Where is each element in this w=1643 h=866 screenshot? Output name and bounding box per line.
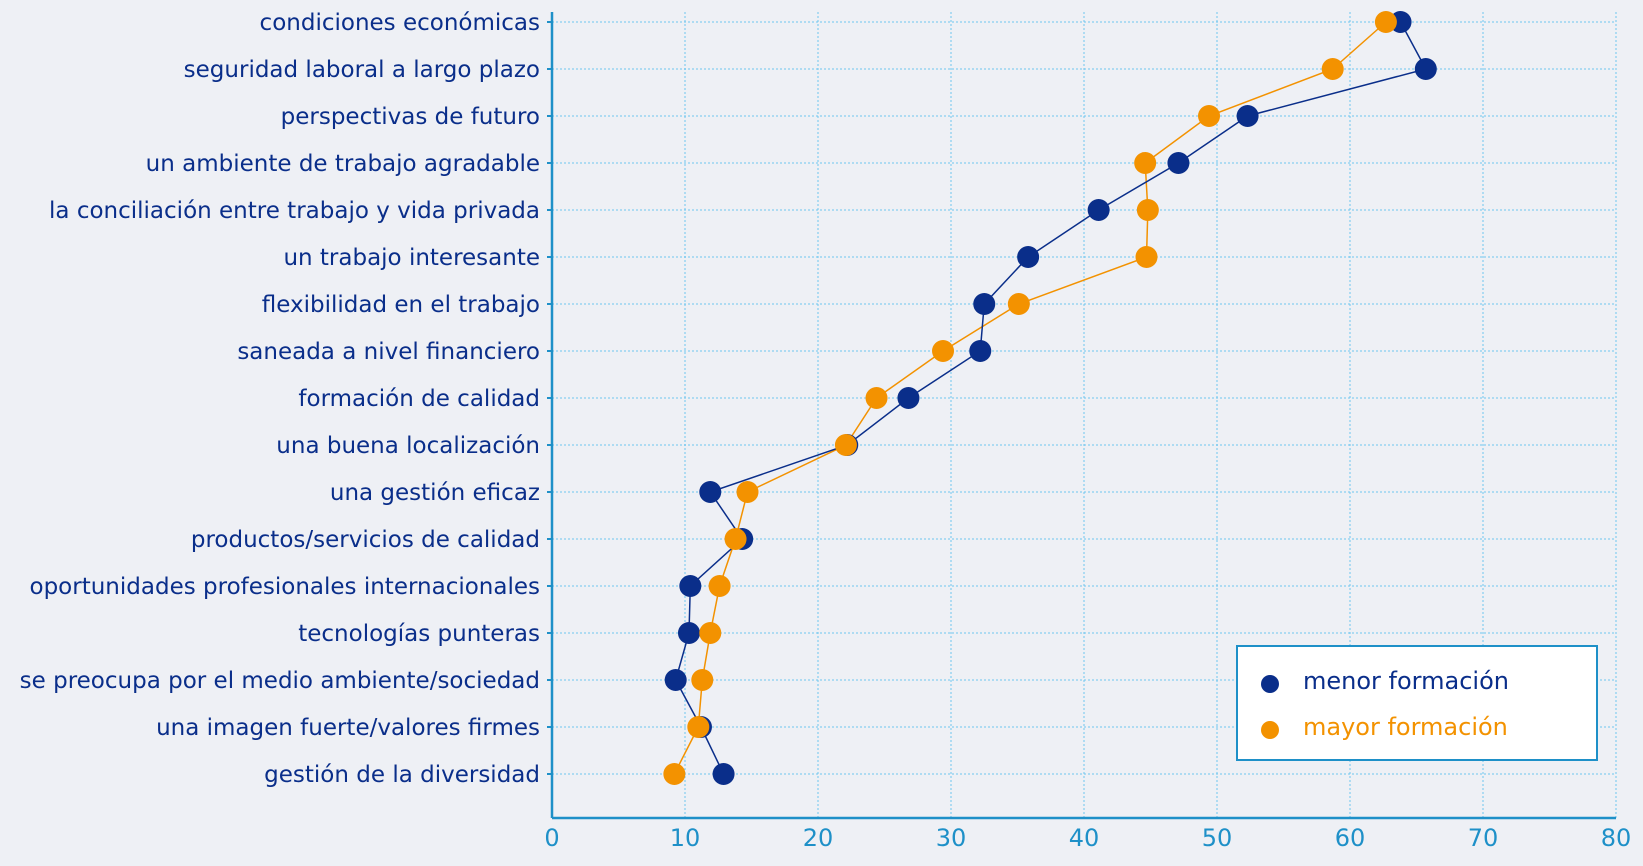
legend-marker: [1261, 721, 1279, 739]
x-tick-label: 70: [1468, 824, 1499, 852]
data-point-mayor: [699, 622, 722, 644]
category-label: saneada a nivel financiero: [237, 339, 540, 365]
x-tick-label: 40: [1069, 824, 1100, 852]
data-point-menor: [897, 387, 920, 409]
x-tick-label: 0: [544, 824, 559, 852]
category-label: productos/servicios de calidad: [191, 527, 540, 553]
data-point-menor: [699, 481, 722, 503]
data-point-menor: [1236, 105, 1259, 127]
category-label: la conciliación entre trabajo y vida pri…: [49, 198, 540, 224]
category-label: tecnologías punteras: [298, 621, 540, 647]
legend-label: mayor formación: [1303, 713, 1508, 741]
data-point-menor: [679, 575, 702, 597]
category-label: flexibilidad en el trabajo: [262, 292, 540, 318]
category-label: gestión de la diversidad: [264, 762, 540, 788]
data-point-mayor: [724, 528, 747, 550]
grid-layer: [552, 12, 1617, 818]
category-label: formación de calidad: [298, 386, 540, 412]
data-point-mayor: [736, 481, 759, 503]
data-point-mayor: [1136, 199, 1159, 221]
data-point-mayor: [1007, 293, 1030, 315]
data-point-mayor: [1198, 105, 1221, 127]
x-tick-label: 80: [1601, 824, 1632, 852]
legend-marker: [1261, 675, 1279, 693]
x-tick-labels: 0 10 20 30 40 50 60 70 80: [544, 824, 1631, 852]
data-point-mayor: [687, 716, 710, 738]
category-label: oportunidades profesionales internaciona…: [30, 574, 540, 600]
data-point-menor: [1087, 199, 1110, 221]
axis-layer: [547, 12, 1616, 820]
data-point-mayor: [1321, 58, 1344, 80]
data-point-menor: [1414, 58, 1437, 80]
series-points: [663, 11, 1437, 785]
data-point-menor: [664, 669, 687, 691]
data-point-mayor: [1135, 246, 1158, 268]
x-tick-label: 20: [803, 824, 834, 852]
category-label: seguridad laboral a largo plazo: [184, 57, 540, 83]
category-label: un ambiente de trabajo agradable: [146, 151, 540, 177]
data-point-mayor: [932, 340, 955, 362]
x-tick-label: 60: [1335, 824, 1366, 852]
data-point-menor: [969, 340, 992, 362]
data-point-mayor: [834, 434, 857, 456]
data-point-mayor: [663, 763, 686, 785]
legend-box: [1236, 645, 1598, 761]
category-label: un trabajo interesante: [283, 245, 540, 271]
category-label: condiciones económicas: [260, 10, 540, 36]
data-point-menor: [677, 622, 700, 644]
x-tick-label: 30: [936, 824, 967, 852]
data-point-menor: [712, 763, 735, 785]
category-label: una imagen fuerte/valores firmes: [156, 715, 540, 741]
data-point-mayor: [1374, 11, 1397, 33]
data-point-mayor: [865, 387, 888, 409]
data-point-menor: [1167, 152, 1190, 174]
data-point-menor: [973, 293, 996, 315]
data-point-mayor: [708, 575, 731, 597]
data-point-mayor: [1134, 152, 1157, 174]
category-label: una gestión eficaz: [330, 480, 540, 506]
category-label: una buena localización: [276, 433, 540, 459]
category-label: perspectivas de futuro: [281, 104, 540, 130]
x-tick-label: 10: [670, 824, 701, 852]
legend: menor formación mayor formación: [1236, 645, 1598, 761]
category-label: se preocupa por el medio ambiente/socied…: [20, 668, 540, 694]
legend-label: menor formación: [1303, 667, 1509, 695]
data-point-menor: [1017, 246, 1040, 268]
category-labels: condiciones económicas seguridad laboral …: [20, 10, 540, 788]
data-point-mayor: [691, 669, 714, 691]
x-tick-label: 50: [1202, 824, 1233, 852]
